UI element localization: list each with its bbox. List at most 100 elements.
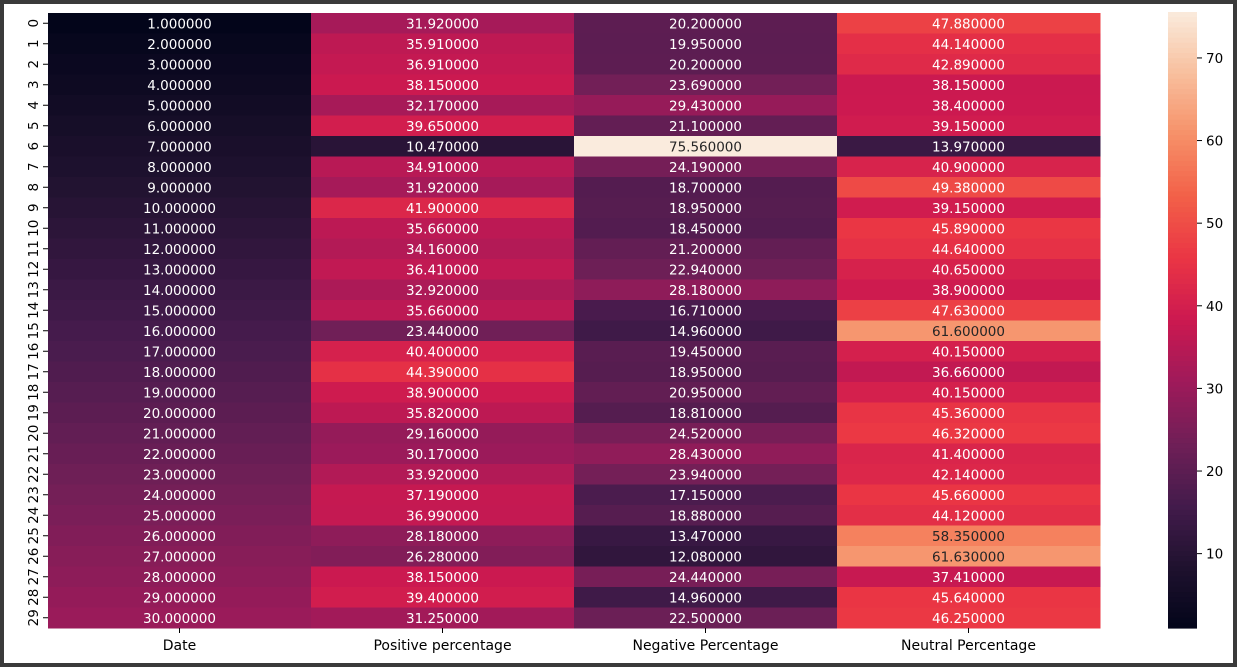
heatmap-cell — [574, 177, 838, 198]
colorbar-segment — [1168, 99, 1197, 105]
heatmap-cell — [311, 607, 575, 629]
cell-value-label: 49.380000 — [932, 180, 1005, 196]
cell-value-label: 13.970000 — [932, 139, 1005, 155]
heatmap-cell — [311, 566, 575, 588]
heatmap-cell — [837, 320, 1101, 342]
heatmap-cell — [48, 218, 312, 239]
cell-value-label: 40.150000 — [932, 385, 1005, 401]
colorbar-segment — [1168, 551, 1197, 557]
colorbar-segment — [1168, 361, 1197, 367]
cell-value-label: 35.820000 — [406, 406, 479, 422]
heatmap-cell — [311, 33, 575, 55]
heatmap-cell — [311, 279, 575, 301]
colorbar-segment — [1168, 592, 1197, 598]
cell-value-label: 35.660000 — [406, 221, 479, 237]
y-tick-label: 11 — [26, 240, 42, 257]
colorbar-segment — [1168, 412, 1197, 419]
colorbar-segment — [1168, 540, 1197, 547]
heatmap-cell — [574, 320, 838, 342]
cell-value-label: 21.000000 — [143, 426, 216, 442]
colorbar-segment — [1168, 474, 1197, 480]
heatmap-cell — [574, 13, 838, 34]
heatmap-cell — [837, 156, 1101, 178]
cell-value-label: 24.190000 — [669, 160, 742, 176]
y-tick-label: 14 — [26, 302, 42, 319]
heatmap-cell — [311, 443, 575, 465]
x-axis: Date Positive percentage Negative Percenta… — [163, 628, 1036, 654]
colorbar-segment — [1168, 417, 1197, 424]
cell-value-label: 46.320000 — [932, 426, 1005, 442]
cell-value-label: 44.120000 — [932, 508, 1005, 524]
cell-value-label: 31.920000 — [406, 16, 479, 32]
cell-value-label: 34.160000 — [406, 242, 479, 258]
heatmap-cell — [574, 74, 838, 96]
y-tick-label: 10 — [26, 220, 42, 237]
colorbar-segment — [1168, 607, 1197, 614]
cell-value-label: 29.430000 — [669, 98, 742, 114]
heatmap-cell — [311, 259, 575, 280]
cell-value-label: 16.000000 — [143, 324, 216, 340]
colorbar-segment — [1168, 545, 1197, 552]
heatmap-cell — [48, 423, 312, 444]
colorbar-segment — [1168, 366, 1197, 372]
heatmap-cell — [837, 54, 1101, 75]
cell-value-label: 28.180000 — [669, 283, 742, 299]
y-tick-label: 15 — [26, 322, 42, 339]
heatmap-cell — [311, 484, 575, 506]
colorbar-segment — [1168, 212, 1197, 218]
cell-value-label: 39.400000 — [406, 590, 479, 606]
cell-value-label: 4.000000 — [147, 78, 211, 94]
colorbar-tick-label: 60 — [1206, 134, 1223, 150]
heatmap-cell — [837, 505, 1101, 526]
heatmap-cell — [48, 320, 312, 342]
cell-value-label: 40.150000 — [932, 344, 1005, 360]
colorbar-segment — [1168, 150, 1197, 157]
heatmap-cell — [311, 115, 575, 137]
cell-value-label: 44.390000 — [406, 365, 479, 381]
colorbar-segment — [1168, 119, 1197, 126]
y-axis: 0123456789101112131415161718192021222324… — [26, 19, 48, 626]
colorbar-segment — [1168, 73, 1197, 80]
heatmap-cell — [837, 382, 1101, 403]
colorbar-segment — [1168, 181, 1197, 188]
colorbar-segment — [1168, 622, 1197, 629]
heatmap-cell — [311, 218, 575, 239]
colorbar-segment — [1168, 320, 1197, 326]
cell-value-label: 31.920000 — [406, 180, 479, 196]
heatmap-cell — [837, 484, 1101, 506]
y-tick-label: 28 — [26, 589, 42, 606]
colorbar-segment — [1168, 222, 1197, 229]
colorbar-segment — [1168, 109, 1197, 116]
cell-value-label: 39.150000 — [932, 201, 1005, 217]
colorbar-segment — [1168, 176, 1197, 182]
colorbar-segment — [1168, 68, 1197, 75]
cell-value-label: 22.000000 — [143, 447, 216, 463]
colorbar-segment — [1168, 458, 1197, 465]
cell-value-label: 44.640000 — [932, 242, 1005, 258]
colorbar-segment — [1168, 597, 1197, 603]
heatmap-cell — [837, 423, 1101, 444]
heatmap-cell — [574, 484, 838, 506]
cell-value-label: 37.410000 — [932, 570, 1005, 586]
colorbar: 10 20 30 40 50 60 70 — [1168, 12, 1223, 629]
colorbar-segment — [1168, 37, 1197, 44]
heatmap-cell — [311, 341, 575, 362]
heatmap-cell — [48, 13, 312, 34]
cell-value-label: 18.950000 — [669, 201, 742, 217]
heatmap-cell — [837, 218, 1101, 239]
y-tick-label: 5 — [26, 121, 42, 130]
cell-value-label: 12.080000 — [669, 549, 742, 565]
cell-value-label: 28.000000 — [143, 570, 216, 586]
colorbar-segment — [1168, 330, 1197, 336]
colorbar-segment — [1168, 602, 1197, 609]
heatmap-cell — [311, 525, 575, 547]
heatmap-cell — [574, 382, 838, 403]
heatmap-cell — [837, 607, 1101, 629]
heatmap-cell — [311, 74, 575, 96]
cell-value-label: 47.630000 — [932, 303, 1005, 319]
x-tick-label: Positive percentage — [373, 638, 511, 654]
heatmap-cell — [48, 259, 312, 280]
cell-value-label: 24.000000 — [143, 488, 216, 504]
colorbar-segment — [1168, 345, 1197, 352]
colorbar-segment — [1168, 278, 1197, 285]
